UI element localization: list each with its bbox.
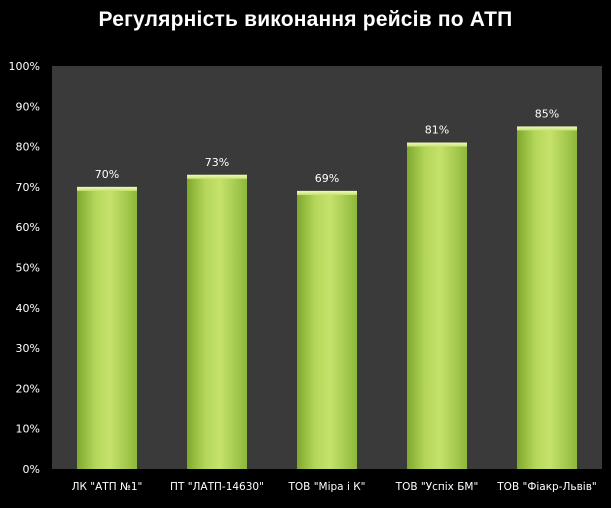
data-label: 70% xyxy=(95,168,119,181)
x-tick-label: ПТ "ЛАТП-14630" xyxy=(170,481,264,493)
x-tick-label: ТОВ "Фіакр-Львів" xyxy=(496,481,596,493)
bar-top-highlight xyxy=(297,190,357,195)
bar xyxy=(517,126,577,469)
bar-top-highlight xyxy=(187,174,247,179)
y-tick-label: 40% xyxy=(16,302,40,315)
bar-top-highlight xyxy=(407,142,467,147)
x-tick-label: ЛК "АТП №1" xyxy=(72,481,143,493)
bar xyxy=(187,174,247,469)
bar xyxy=(77,186,137,469)
y-tick-label: 0% xyxy=(23,463,40,476)
y-tick-label: 60% xyxy=(16,221,40,234)
x-tick-label: ТОВ "Успіх БМ" xyxy=(395,481,479,493)
x-tick-label: ТОВ "Міра і К" xyxy=(287,481,365,493)
data-label: 69% xyxy=(315,172,339,185)
y-tick-label: 90% xyxy=(16,100,40,113)
y-tick-label: 50% xyxy=(16,262,40,275)
bar-top-highlight xyxy=(77,186,137,191)
y-axis: 0% 10% 20% 30% 40% 50% 60% 70% 80% 90% 100% xyxy=(9,60,40,476)
data-label: 85% xyxy=(535,107,559,120)
data-label: 81% xyxy=(425,124,449,137)
chart-title: Регулярність виконання рейсів по АТП xyxy=(98,8,513,31)
x-axis: ЛК "АТП №1" ПТ "ЛАТП-14630" ТОВ "Міра і К"… xyxy=(72,481,597,493)
y-tick-label: 80% xyxy=(16,141,40,154)
bar xyxy=(407,142,467,469)
bar xyxy=(297,190,357,469)
y-tick-label: 100% xyxy=(9,60,40,73)
bars-group: 70% 73% 69% 81% 85% xyxy=(77,107,577,469)
y-tick-label: 20% xyxy=(16,382,40,395)
bar-top-highlight xyxy=(517,126,577,131)
y-tick-label: 10% xyxy=(16,423,40,436)
y-tick-label: 70% xyxy=(16,181,40,194)
data-label: 73% xyxy=(205,156,229,169)
y-tick-label: 30% xyxy=(16,342,40,355)
